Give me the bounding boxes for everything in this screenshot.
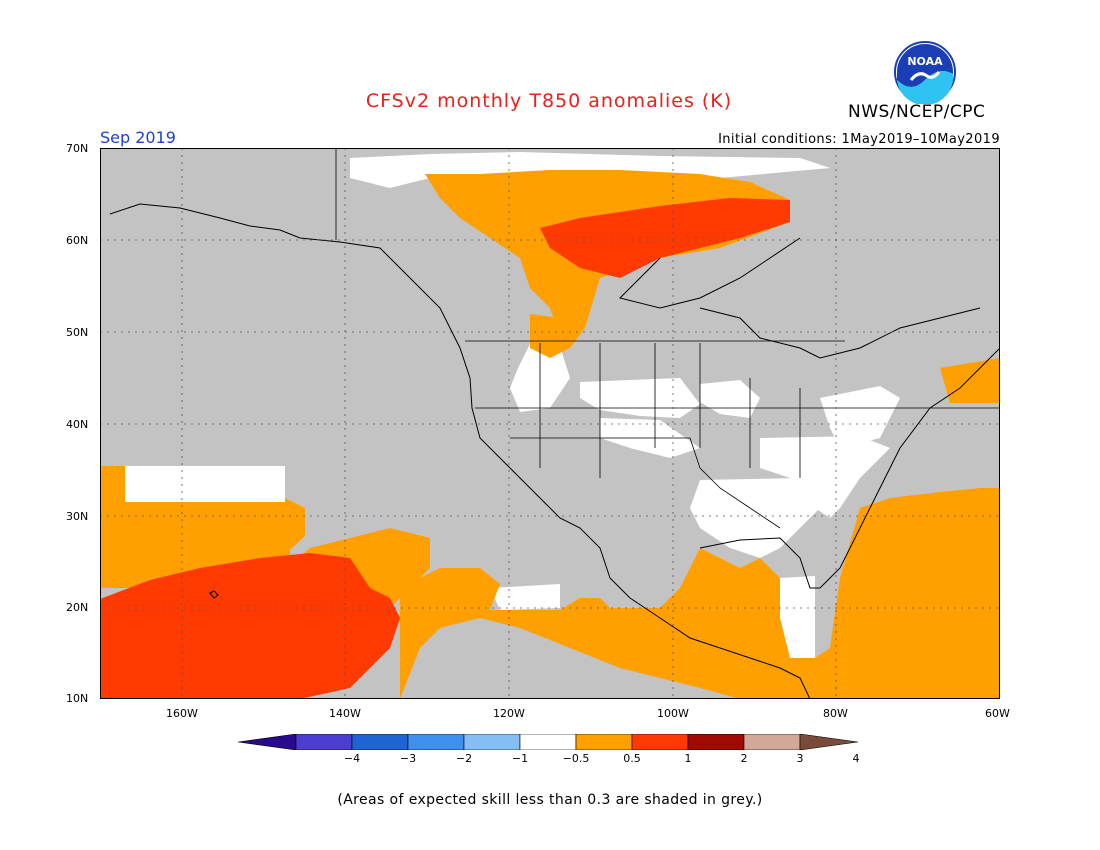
initial-conditions: Initial conditions: 1May2019–10May2019 [718,132,1000,147]
lat-label: 30N [66,510,89,523]
colorbar-segment [631,734,689,750]
color-legend [238,734,859,750]
lon-label: 160W [166,707,198,720]
colorbar-label: 0.5 [623,752,641,765]
colorbar-segment [351,734,409,750]
gridlines [100,148,1000,699]
lat-label: 20N [66,601,89,614]
lat-label: 60N [66,234,89,247]
colorbar-label: −0.5 [562,752,590,765]
colorbar-label: 1 [684,752,692,765]
colorbar-label: 2 [740,752,748,765]
lat-label: 50N [66,326,89,339]
colorbar-label: 4 [852,752,860,765]
lat-label: 70N [66,142,89,155]
lon-label: 140W [329,707,361,720]
colorbar-segment [743,734,801,750]
colorbar-segment [295,734,353,750]
colorbar-label: 3 [796,752,804,765]
lon-label: 100W [657,707,689,720]
colorbar-label: −2 [455,752,473,765]
org-label: NWS/NCEP/CPC [848,102,986,122]
forecast-month: Sep 2019 [100,128,176,147]
colorbar-label: −3 [399,752,417,765]
map-title: CFSv2 monthly T850 anomalies (K) [365,90,733,112]
colorbar-segment [407,734,465,750]
political-borders [335,148,1000,529]
colorbar-arrow-low [238,734,297,750]
noaa-logo: NOAA [894,41,956,104]
anomaly-map [100,148,1000,699]
colorbar-label: −4 [343,752,361,765]
colorbar-segment [463,734,521,750]
colorbar-segment [575,734,633,750]
lat-label: 40N [66,418,89,431]
logo-text: NOAA [907,55,943,68]
red-orange-regions [100,198,790,699]
lat-label: 10N [66,692,89,705]
white-regions [125,152,900,658]
colorbar-label: −1 [511,752,529,765]
lon-label: 60W [985,707,1010,720]
footnote: (Areas of expected skill less than 0.3 a… [337,792,763,808]
colorbar-segment [519,734,577,750]
map-frame [100,148,1000,699]
colorbar-segment [687,734,745,750]
lon-label: 120W [493,707,525,720]
coastlines [109,203,1000,699]
colorbar-arrow-high [799,734,859,750]
lon-label: 80W [823,707,848,720]
